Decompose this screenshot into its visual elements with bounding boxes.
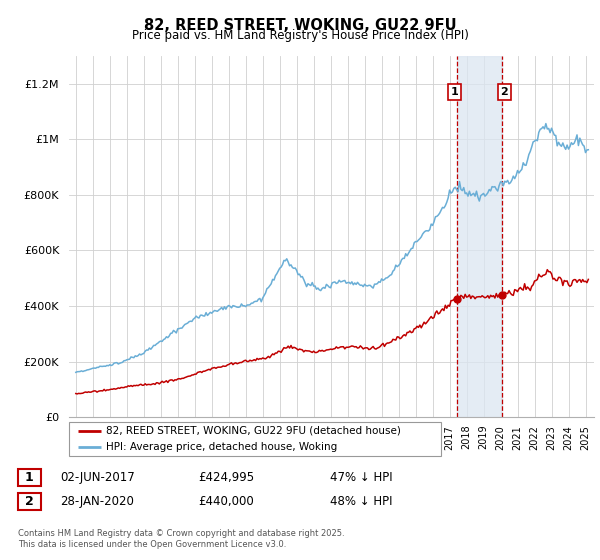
Text: 48% ↓ HPI: 48% ↓ HPI xyxy=(330,494,392,508)
Text: 2: 2 xyxy=(500,87,508,97)
Text: Contains HM Land Registry data © Crown copyright and database right 2025.
This d: Contains HM Land Registry data © Crown c… xyxy=(18,529,344,549)
Text: 82, REED STREET, WOKING, GU22 9FU (detached house): 82, REED STREET, WOKING, GU22 9FU (detac… xyxy=(106,426,401,436)
Text: 82, REED STREET, WOKING, GU22 9FU: 82, REED STREET, WOKING, GU22 9FU xyxy=(143,18,457,33)
FancyBboxPatch shape xyxy=(69,422,441,456)
Text: HPI: Average price, detached house, Woking: HPI: Average price, detached house, Woki… xyxy=(106,442,337,452)
Text: 28-JAN-2020: 28-JAN-2020 xyxy=(60,494,134,508)
Bar xyxy=(457,56,502,417)
Text: 02-JUN-2017: 02-JUN-2017 xyxy=(60,470,135,484)
Text: 47% ↓ HPI: 47% ↓ HPI xyxy=(330,470,392,484)
Text: Price paid vs. HM Land Registry's House Price Index (HPI): Price paid vs. HM Land Registry's House … xyxy=(131,29,469,42)
Text: 1: 1 xyxy=(25,470,34,484)
Text: 1: 1 xyxy=(450,87,458,97)
Text: 2: 2 xyxy=(25,494,34,508)
Text: £440,000: £440,000 xyxy=(198,494,254,508)
Text: £424,995: £424,995 xyxy=(198,470,254,484)
